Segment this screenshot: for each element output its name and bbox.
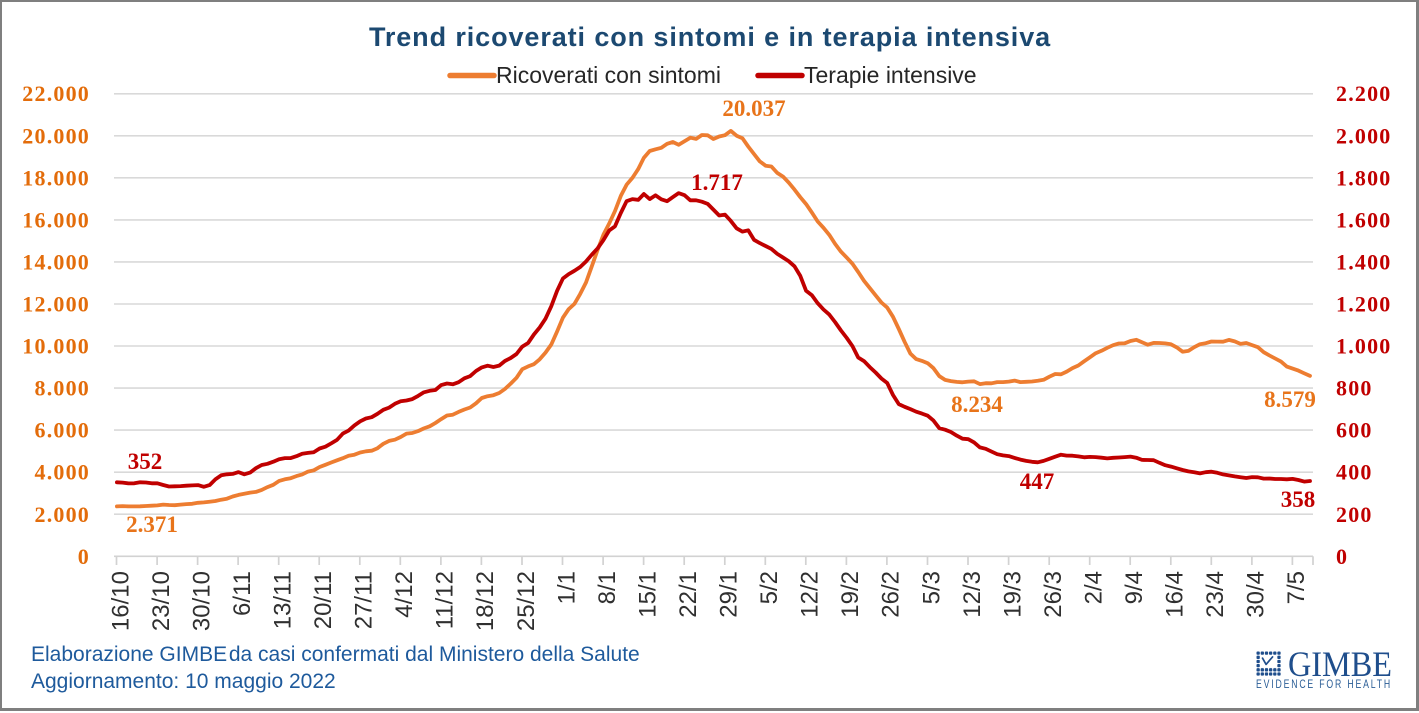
svg-text:18/12: 18/12	[472, 571, 499, 631]
svg-text:10.000: 10.000	[22, 334, 90, 359]
svg-text:5/3: 5/3	[918, 571, 945, 604]
svg-text:8.000: 8.000	[35, 376, 91, 401]
svg-text:6.000: 6.000	[35, 418, 91, 443]
svg-text:12/3: 12/3	[959, 571, 986, 618]
svg-text:352: 352	[128, 449, 163, 474]
svg-text:8.234: 8.234	[951, 392, 1003, 417]
svg-text:9/4: 9/4	[1121, 571, 1148, 604]
svg-text:20.000: 20.000	[22, 123, 90, 148]
svg-text:447: 447	[1020, 469, 1055, 494]
svg-text:22.000: 22.000	[22, 81, 90, 106]
svg-text:Aggiornamento: 10 maggio 2022: Aggiornamento: 10 maggio 2022	[31, 670, 336, 693]
svg-text:1.000: 1.000	[1336, 334, 1392, 359]
svg-text:27/11: 27/11	[351, 571, 378, 629]
svg-text:29/1: 29/1	[716, 571, 743, 618]
svg-text:358: 358	[1281, 487, 1316, 512]
svg-text:200: 200	[1336, 502, 1373, 527]
svg-text:EVIDENCE FOR HEALTH: EVIDENCE FOR HEALTH	[1256, 677, 1392, 691]
svg-text:Elaborazione GIMBE da casi con: Elaborazione GIMBE da casi confermati da…	[31, 643, 640, 666]
svg-text:20/11: 20/11	[310, 571, 337, 629]
svg-text:22/1: 22/1	[675, 571, 702, 618]
svg-text:15/1: 15/1	[634, 571, 661, 618]
svg-text:30/10: 30/10	[188, 571, 215, 631]
svg-text:0: 0	[78, 544, 90, 569]
svg-text:1.800: 1.800	[1336, 165, 1392, 190]
svg-text:14.000: 14.000	[22, 249, 90, 274]
svg-text:23/10: 23/10	[148, 571, 175, 631]
svg-text:1.200: 1.200	[1336, 292, 1392, 317]
svg-text:600: 600	[1336, 418, 1373, 443]
svg-text:2.200: 2.200	[1336, 81, 1392, 106]
svg-text:16/10: 16/10	[107, 571, 134, 631]
svg-text:19/3: 19/3	[999, 571, 1026, 618]
svg-text:1.717: 1.717	[691, 170, 743, 195]
svg-text:12.000: 12.000	[22, 292, 90, 317]
svg-text:4.000: 4.000	[35, 460, 91, 485]
svg-text:16.000: 16.000	[22, 207, 90, 232]
svg-text:23/4: 23/4	[1202, 571, 1229, 618]
svg-text:800: 800	[1336, 376, 1373, 401]
svg-text:Trend ricoverati con sintomi e: Trend ricoverati con sintomi e in terapi…	[369, 22, 1051, 52]
svg-text:1.600: 1.600	[1336, 207, 1392, 232]
svg-text:1/1: 1/1	[553, 571, 580, 604]
svg-text:7/5: 7/5	[1283, 571, 1310, 604]
svg-text:0: 0	[1336, 544, 1348, 569]
svg-text:18.000: 18.000	[22, 165, 90, 190]
svg-text:1.400: 1.400	[1336, 249, 1392, 274]
svg-text:2.000: 2.000	[1336, 123, 1392, 148]
svg-text:Ricoverati con sintomi: Ricoverati con sintomi	[496, 62, 721, 88]
svg-text:26/2: 26/2	[878, 571, 905, 618]
svg-text:19/2: 19/2	[837, 571, 864, 618]
svg-text:11/12: 11/12	[432, 571, 459, 629]
svg-text:16/4: 16/4	[1162, 571, 1189, 618]
svg-text:4/12: 4/12	[391, 571, 418, 618]
svg-text:2.000: 2.000	[35, 502, 91, 527]
svg-text:400: 400	[1336, 460, 1373, 485]
svg-text:8/1: 8/1	[594, 571, 621, 604]
svg-text:13/11: 13/11	[270, 571, 297, 629]
svg-text:12/2: 12/2	[797, 571, 824, 618]
svg-text:30/4: 30/4	[1243, 571, 1270, 618]
svg-text:2.371: 2.371	[126, 512, 178, 537]
svg-text:8.579: 8.579	[1264, 387, 1316, 412]
svg-text:20.037: 20.037	[722, 96, 785, 121]
svg-text:2/4: 2/4	[1081, 571, 1108, 604]
svg-text:GIMBE: GIMBE	[1288, 644, 1392, 684]
svg-text:6/11: 6/11	[229, 571, 256, 616]
svg-text:25/12: 25/12	[513, 571, 540, 631]
svg-text:26/3: 26/3	[1040, 571, 1067, 618]
svg-text:5/2: 5/2	[756, 571, 783, 604]
svg-text:Terapie intensive: Terapie intensive	[804, 62, 977, 88]
